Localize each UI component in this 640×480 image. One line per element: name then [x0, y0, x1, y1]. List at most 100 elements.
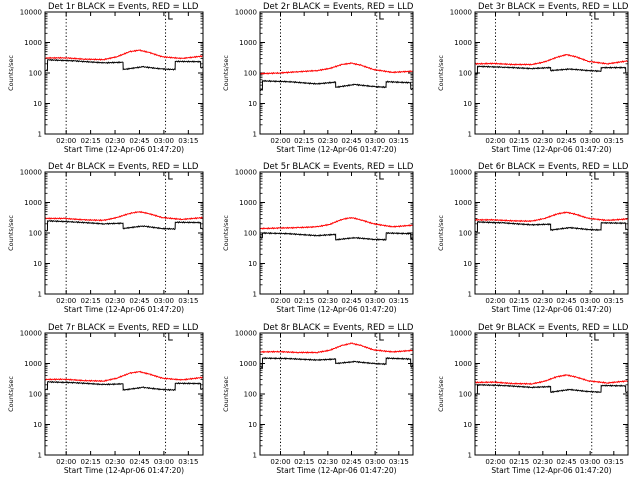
x-tick-label: 02:45: [129, 137, 149, 145]
y-tick-label: 1000: [239, 199, 257, 207]
y-tick-label: 1: [468, 452, 472, 460]
detector-panel: Det 8r BLACK = Events, RED = LLD Counts/s…: [222, 323, 414, 475]
detector-panel: Det 9r BLACK = Events, RED = LLD Counts/s…: [437, 323, 629, 475]
y-tick-label: 1000: [24, 199, 42, 207]
detector-panel: Det 3r BLACK = Events, RED = LLD Counts/s…: [437, 2, 629, 154]
x-tick-label: 03:15: [604, 137, 624, 145]
y-tick-label: 100: [29, 230, 42, 238]
y-tick-label: 100: [459, 70, 472, 78]
x-axis-label: Start Time (12-Apr-06 01:47:20): [491, 466, 611, 475]
x-tick-label: 03:00: [154, 458, 174, 466]
x-tick-label: 02:30: [533, 458, 553, 466]
bracket-marker: [594, 172, 599, 180]
x-tick-label: 02:30: [318, 458, 338, 466]
x-tick-label: 03:00: [580, 137, 600, 145]
x-tick-label: 02:45: [129, 297, 149, 305]
bracket-marker: [379, 12, 384, 20]
lld-series-line: [474, 53, 629, 66]
y-tick-label: 10: [463, 260, 472, 268]
x-tick-label: 02:45: [341, 297, 361, 305]
y-axis-label: Counts/sec: [222, 376, 230, 412]
x-tick-label: 02:15: [509, 297, 529, 305]
x-tick-label: 03:15: [389, 458, 409, 466]
y-tick-label: 10: [33, 100, 42, 108]
detector-panel: Det 2r BLACK = Events, RED = LLD Counts/s…: [222, 2, 414, 154]
x-tick-label: 03:00: [154, 297, 174, 305]
lld-series-line: [474, 374, 629, 386]
x-tick-label: 02:45: [341, 137, 361, 145]
y-tick-label: 100: [244, 230, 257, 238]
events-series-line: [44, 380, 204, 392]
detector-panel: Det 5r BLACK = Events, RED = LLD Counts/s…: [222, 162, 414, 314]
x-tick-label: 03:00: [365, 297, 385, 305]
y-tick-label: 10000: [235, 330, 257, 338]
x-tick-label: 02:15: [81, 137, 101, 145]
y-tick-label: 1000: [239, 39, 257, 47]
y-tick-label: 1000: [454, 360, 472, 368]
x-tick-label: 03:00: [365, 137, 385, 145]
x-tick-label: 03:15: [604, 297, 624, 305]
lld-series-line: [44, 210, 204, 222]
x-tick-label: 03:00: [580, 297, 600, 305]
detector-panel: Det 1r BLACK = Events, RED = LLD Counts/s…: [7, 2, 204, 154]
lld-series-line: [259, 62, 414, 75]
y-tick-label: 100: [244, 70, 257, 78]
y-tick-label: 10000: [20, 9, 42, 17]
plot-frame: [259, 11, 414, 135]
x-tick-label: 02:15: [294, 297, 314, 305]
y-tick-label: 10000: [20, 330, 42, 338]
panel-title: Det 6r BLACK = Events, RED = LLD: [478, 162, 629, 172]
y-tick-label: 100: [459, 230, 472, 238]
x-tick-label: 02:15: [81, 297, 101, 305]
detector-panel: Det 7r BLACK = Events, RED = LLD Counts/s…: [7, 323, 204, 475]
x-tick-label: 02:30: [105, 137, 125, 145]
detector-panel: Det 4r BLACK = Events, RED = LLD Counts/s…: [7, 162, 204, 314]
x-tick-label: 03:00: [365, 458, 385, 466]
y-tick-label: 100: [244, 391, 257, 399]
plot-frame: [474, 11, 629, 135]
x-axis-label: Start Time (12-Apr-06 01:47:20): [64, 305, 184, 314]
y-tick-label: 10000: [450, 169, 472, 177]
x-tick-label: 03:15: [604, 458, 624, 466]
panel-title: Det 9r BLACK = Events, RED = LLD: [478, 323, 629, 333]
events-series-line: [474, 65, 629, 75]
y-tick-label: 1000: [24, 360, 42, 368]
y-tick-label: 10: [33, 260, 42, 268]
plot-frame: [259, 332, 414, 456]
x-tick-label: 02:45: [341, 458, 361, 466]
y-tick-label: 10: [33, 421, 42, 429]
x-axis-label: Start Time (12-Apr-06 01:47:20): [276, 466, 396, 475]
y-tick-label: 10: [463, 421, 472, 429]
x-tick-label: 02:30: [318, 137, 338, 145]
x-tick-label: 02:15: [509, 137, 529, 145]
bracket-marker: [379, 333, 384, 341]
x-tick-label: 02:00: [270, 297, 290, 305]
x-tick-label: 02:45: [129, 458, 149, 466]
y-tick-label: 1: [38, 291, 42, 299]
bracket-marker: [594, 12, 599, 20]
bracket-marker: [168, 12, 173, 20]
plot-frame: [44, 171, 204, 295]
y-tick-label: 1000: [24, 39, 42, 47]
x-tick-label: 02:15: [294, 137, 314, 145]
x-tick-label: 02:00: [485, 137, 505, 145]
x-tick-label: 03:15: [389, 137, 409, 145]
events-series-line: [474, 383, 629, 395]
panel-title: Det 4r BLACK = Events, RED = LLD: [48, 162, 199, 172]
panel-title: Det 3r BLACK = Events, RED = LLD: [478, 2, 629, 12]
x-axis-label: Start Time (12-Apr-06 01:47:20): [276, 305, 396, 314]
x-tick-label: 02:00: [56, 297, 76, 305]
events-series-line: [259, 356, 414, 370]
y-tick-label: 10000: [235, 169, 257, 177]
x-tick-label: 03:15: [178, 297, 198, 305]
x-tick-label: 02:00: [485, 458, 505, 466]
panel-title: Det 1r BLACK = Events, RED = LLD: [48, 2, 199, 12]
plot-frame: [474, 171, 629, 295]
x-tick-label: 03:15: [178, 458, 198, 466]
y-tick-label: 100: [459, 391, 472, 399]
y-tick-label: 100: [29, 70, 42, 78]
bracket-marker: [594, 333, 599, 341]
lld-series-line: [474, 211, 629, 223]
events-series-line: [44, 58, 204, 72]
